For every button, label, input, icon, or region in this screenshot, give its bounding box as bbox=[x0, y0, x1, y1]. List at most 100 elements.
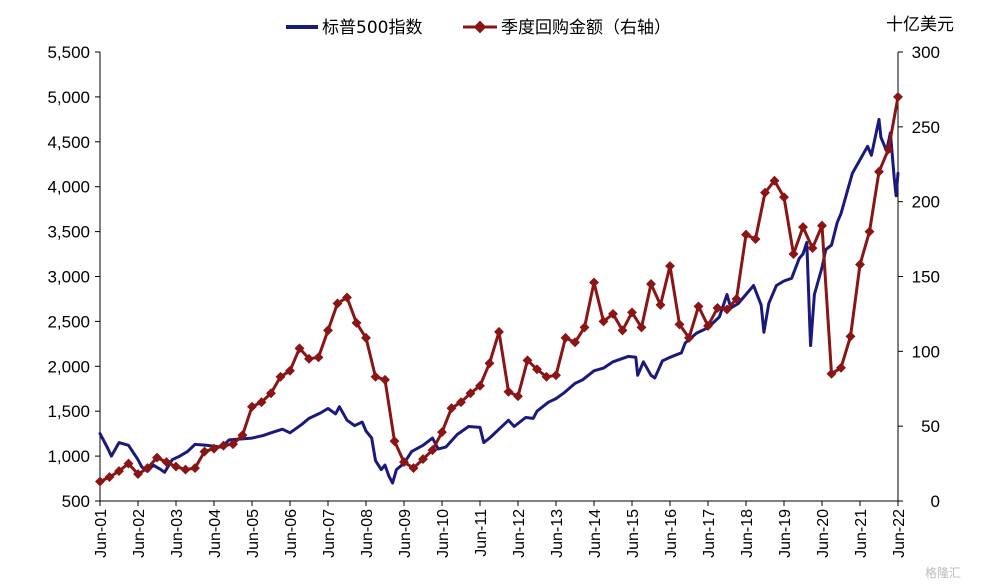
buyback-point bbox=[627, 307, 637, 318]
right-axis-unit: 十亿美元 bbox=[886, 15, 954, 35]
buyback-point bbox=[646, 279, 656, 289]
buyback-point bbox=[874, 166, 884, 177]
buyback-point bbox=[247, 401, 257, 412]
left-tick-label: 4,000 bbox=[47, 178, 90, 197]
x-tick-label: Jun-08 bbox=[359, 509, 376, 558]
buyback-point bbox=[532, 364, 542, 375]
x-tick-label: Jun-07 bbox=[321, 509, 338, 558]
buyback-point bbox=[807, 243, 818, 254]
axes: 5001,0001,5002,0002,5003,0003,5004,0004,… bbox=[47, 43, 940, 558]
left-tick-label: 5,000 bbox=[47, 88, 90, 107]
buyback-point bbox=[674, 319, 685, 330]
buyback-point bbox=[798, 222, 808, 233]
watermark: 格隆汇 bbox=[925, 565, 961, 580]
buyback-point bbox=[427, 445, 438, 456]
buyback-point bbox=[380, 374, 390, 385]
x-tick-label: Jun-19 bbox=[777, 509, 794, 558]
buyback-point bbox=[836, 362, 846, 373]
series-sp500 bbox=[98, 117, 900, 485]
legend: 标普500指数 季度回购金额（右轴） bbox=[286, 18, 671, 38]
buyback-point bbox=[389, 436, 400, 447]
buyback-point bbox=[750, 234, 761, 245]
buyback-point bbox=[475, 380, 485, 391]
buyback-point bbox=[408, 463, 419, 474]
right-tick-label: 250 bbox=[912, 118, 940, 137]
buyback-point bbox=[304, 353, 314, 364]
buyback-point bbox=[655, 299, 666, 310]
left-tick-label: 5,500 bbox=[47, 43, 90, 62]
x-tick-label: Jun-04 bbox=[207, 509, 224, 558]
left-tick-label: 500 bbox=[62, 492, 90, 511]
buyback-point bbox=[446, 403, 457, 414]
x-tick-label: Jun-09 bbox=[397, 509, 414, 558]
x-tick-label: Jun-01 bbox=[93, 509, 110, 558]
buyback-point bbox=[285, 365, 295, 376]
right-tick-label: 50 bbox=[921, 417, 940, 436]
buyback-point bbox=[228, 439, 238, 450]
buyback-point bbox=[864, 226, 875, 237]
buyback-point bbox=[370, 371, 381, 382]
buyback-point bbox=[342, 292, 352, 303]
x-tick-label: Jun-12 bbox=[511, 509, 528, 558]
right-tick-label: 200 bbox=[912, 193, 940, 212]
buyback-point bbox=[218, 440, 229, 451]
buyback-point bbox=[760, 187, 770, 198]
buyback-point bbox=[665, 261, 675, 271]
left-tick-label: 1,500 bbox=[47, 402, 90, 421]
buyback-point bbox=[494, 326, 504, 337]
sp500-line bbox=[98, 117, 900, 485]
legend-label-sp500: 标普500指数 bbox=[322, 18, 422, 38]
buyback-point bbox=[570, 337, 580, 348]
left-tick-label: 3,500 bbox=[47, 223, 90, 242]
buyback-point bbox=[484, 358, 495, 369]
buyback-point bbox=[513, 391, 523, 402]
buyback-point bbox=[361, 332, 371, 343]
buyback-point bbox=[465, 388, 476, 399]
x-tick-label: Jun-05 bbox=[245, 509, 262, 558]
x-tick-label: Jun-15 bbox=[625, 509, 642, 558]
buyback-point bbox=[541, 371, 552, 382]
buyback-point bbox=[152, 452, 162, 463]
x-tick-label: Jun-20 bbox=[815, 509, 832, 558]
buyback-point bbox=[161, 457, 172, 468]
buyback-point bbox=[503, 386, 514, 397]
buyback-point bbox=[598, 316, 609, 327]
buyback-line bbox=[98, 95, 900, 483]
buyback-point bbox=[741, 229, 751, 240]
buyback-point bbox=[266, 388, 276, 399]
buyback-point bbox=[351, 317, 362, 328]
buyback-point bbox=[418, 454, 428, 465]
buyback-point bbox=[95, 476, 105, 487]
buyback-point bbox=[845, 331, 856, 342]
buyback-point bbox=[133, 469, 143, 480]
buyback-point bbox=[456, 397, 466, 408]
buyback-point bbox=[142, 463, 153, 474]
buyback-point bbox=[589, 277, 599, 288]
x-tick-label: Jun-10 bbox=[435, 509, 452, 558]
buyback-point bbox=[323, 325, 333, 336]
left-tick-label: 3,000 bbox=[47, 268, 90, 287]
buyback-point bbox=[636, 322, 647, 333]
buyback-point bbox=[731, 294, 742, 304]
buyback-point bbox=[275, 371, 286, 382]
buyback-point bbox=[579, 322, 590, 333]
buyback-point bbox=[883, 144, 894, 155]
buyback-point bbox=[209, 443, 219, 454]
left-tick-label: 2,500 bbox=[47, 312, 90, 331]
x-tick-label: Jun-16 bbox=[663, 509, 680, 558]
buyback-point bbox=[769, 175, 780, 186]
x-tick-label: Jun-02 bbox=[131, 509, 148, 558]
x-tick-label: Jun-06 bbox=[283, 509, 300, 558]
x-tick-label: Jun-14 bbox=[587, 509, 604, 558]
buyback-point bbox=[817, 220, 827, 231]
buyback-point bbox=[788, 249, 799, 259]
buyback-point bbox=[551, 370, 561, 381]
right-tick-label: 0 bbox=[931, 492, 940, 511]
buyback-point bbox=[237, 430, 248, 441]
buyback-point bbox=[294, 343, 305, 354]
x-tick-label: Jun-13 bbox=[549, 509, 566, 558]
buyback-point bbox=[180, 464, 191, 475]
buyback-point bbox=[617, 325, 628, 336]
x-tick-label: Jun-03 bbox=[169, 509, 186, 558]
